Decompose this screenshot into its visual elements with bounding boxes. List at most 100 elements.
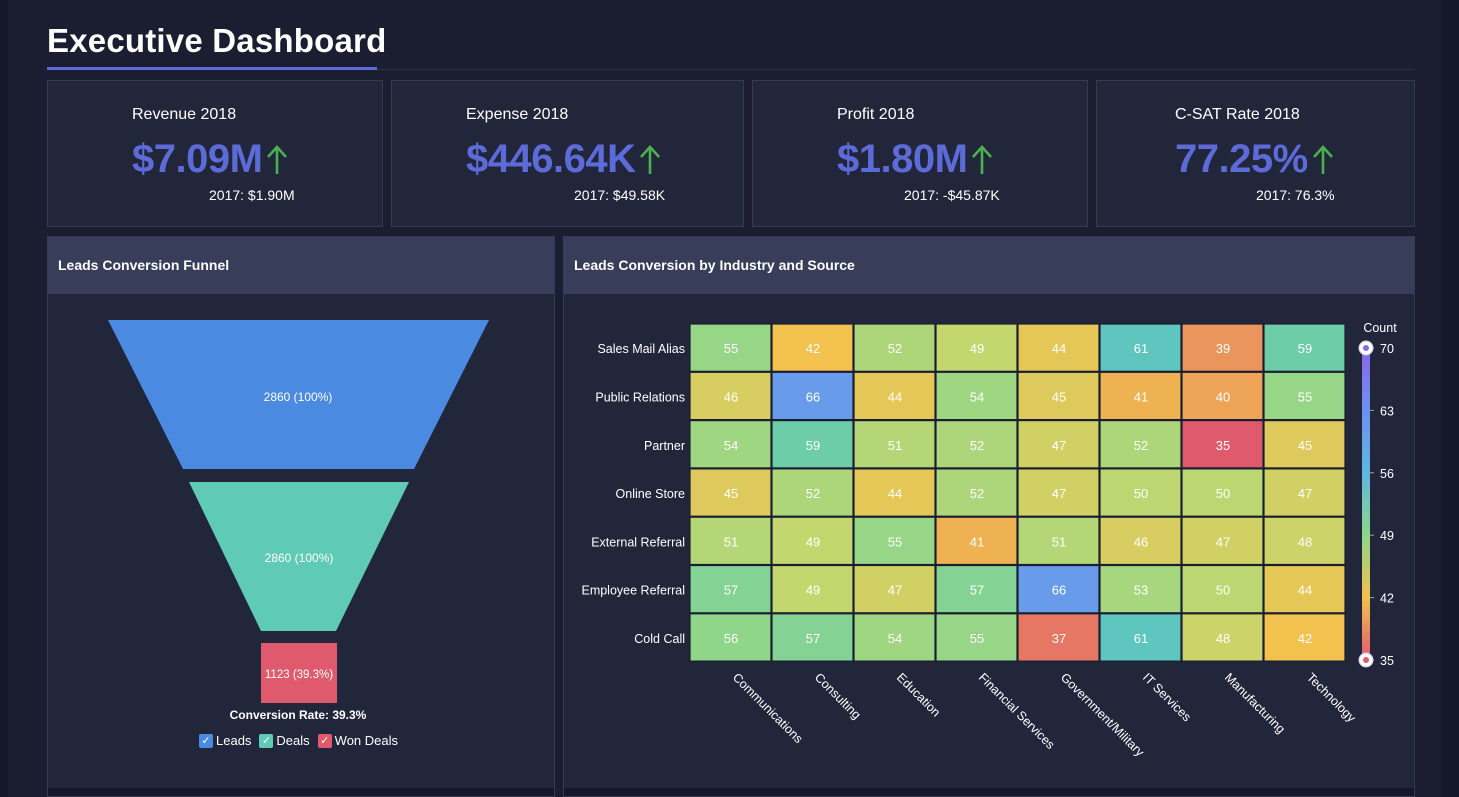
heatmap-cell-value: 56 [724, 631, 738, 646]
heatmap-cell[interactable] [1017, 516, 1100, 566]
heatmap-cell-value: 47 [1298, 486, 1312, 501]
heatmap-cell[interactable] [1181, 516, 1264, 566]
heatmap-cell-value: 47 [1052, 486, 1066, 501]
kpi-card-expense[interactable]: Expense 2018 $446.64K 2017: $49.58K [391, 80, 744, 227]
heatmap-cell[interactable] [1181, 564, 1264, 614]
heatmap-cell[interactable] [771, 564, 854, 614]
heatmap-cell[interactable] [689, 323, 772, 372]
heatmap-cell-value: 55 [888, 534, 902, 549]
heatmap-cell[interactable] [853, 371, 936, 421]
heatmap-cell[interactable] [1263, 613, 1346, 662]
heatmap-cell-value: 46 [724, 389, 738, 404]
heatmap-cell[interactable] [1017, 564, 1100, 614]
heatmap-cell[interactable] [935, 564, 1018, 614]
color-scale-tick-label: 63 [1380, 404, 1394, 418]
legend-item-deals[interactable]: ✓ Deals [259, 733, 310, 748]
heatmap-cell-value: 41 [1134, 389, 1148, 404]
kpi-label: Revenue 2018 [132, 106, 237, 123]
kpi-card-csat[interactable]: C-SAT Rate 2018 77.25% 2017: 76.3% [1096, 80, 1415, 227]
kpi-card-profit[interactable]: Profit 2018 $1.80M 2017: -$45.87K [752, 80, 1088, 227]
funnel-panel-title: Leads Conversion Funnel [48, 237, 554, 294]
funnel-label-won-deals: 1123 (39.3%) [265, 669, 333, 681]
heatmap-cell-value: 57 [806, 631, 820, 646]
y-tick-label: Online Store [616, 487, 686, 501]
heatmap-cell[interactable] [1017, 420, 1100, 469]
heatmap-cell[interactable] [1099, 564, 1182, 614]
kpi-card-revenue[interactable]: Revenue 2018 $7.09M 2017: $1.90M [47, 80, 383, 227]
heatmap-cell[interactable] [1099, 516, 1182, 566]
heatmap-cell[interactable] [1263, 371, 1346, 421]
heatmap-cell[interactable] [1017, 371, 1100, 421]
legend-item-won-deals[interactable]: ✓ Won Deals [317, 733, 398, 748]
kpi-value: $446.64K [466, 137, 636, 181]
heatmap-cell[interactable] [1099, 323, 1182, 372]
heatmap-cell[interactable] [935, 371, 1018, 421]
heatmap-cell[interactable] [771, 516, 854, 566]
heatmap-cell[interactable] [935, 420, 1018, 469]
heatmap-cell[interactable] [771, 468, 854, 517]
x-tick-label: Government/Military [1058, 670, 1148, 760]
heatmap-cell[interactable] [853, 564, 936, 614]
heatmap-cell[interactable] [935, 468, 1018, 517]
heatmap-cell[interactable] [689, 420, 772, 469]
heatmap-cell-value: 55 [1298, 389, 1312, 404]
funnel-stage-deals[interactable] [189, 482, 409, 631]
heatmap-cell[interactable] [853, 613, 936, 662]
legend-item-leads[interactable]: ✓ Leads [199, 733, 251, 748]
heatmap-cell[interactable] [771, 420, 854, 469]
heatmap-cell[interactable] [1099, 613, 1182, 662]
heatmap-cell[interactable] [935, 323, 1018, 372]
heatmap-cell-value: 45 [1052, 389, 1066, 404]
heatmap-cell[interactable] [771, 613, 854, 662]
heatmap-cell[interactable] [1017, 323, 1100, 372]
funnel-stage-won-deals[interactable] [261, 643, 337, 703]
title-underline [47, 67, 377, 70]
heatmap-cell[interactable] [1263, 323, 1346, 372]
heatmap-cell-value: 66 [1052, 583, 1066, 598]
heatmap-cell[interactable] [689, 468, 772, 517]
checkbox-checked-icon: ✓ [199, 733, 213, 748]
heatmap-cell-value: 52 [806, 486, 820, 501]
heatmap-cell[interactable] [771, 371, 854, 421]
heatmap-cell-value: 52 [1134, 438, 1148, 453]
heatmap-cell-value: 54 [888, 631, 902, 646]
heatmap-cell[interactable] [935, 613, 1018, 662]
heatmap-cell-value: 39 [1216, 341, 1230, 356]
heatmap-cell[interactable] [1181, 371, 1264, 421]
heatmap-cell[interactable] [689, 564, 772, 614]
heatmap-cell[interactable] [853, 516, 936, 566]
heatmap-cell-value: 59 [806, 438, 820, 453]
heatmap-cell[interactable] [853, 468, 936, 517]
heatmap-cell[interactable] [689, 371, 772, 421]
heatmap-cell[interactable] [1017, 468, 1100, 517]
color-scale-bar [1362, 348, 1370, 660]
heatmap-cell[interactable] [1181, 420, 1264, 469]
heatmap-cell[interactable] [689, 613, 772, 662]
y-tick-label: Sales Mail Alias [597, 342, 685, 356]
heatmap-cell[interactable] [1181, 468, 1264, 517]
heatmap-cell[interactable] [1263, 516, 1346, 566]
heatmap-cell-value: 52 [970, 486, 984, 501]
heatmap-cell[interactable] [1263, 564, 1346, 614]
heatmap-cell[interactable] [1181, 323, 1264, 372]
heatmap-cell[interactable] [1017, 613, 1100, 662]
heatmap-cell[interactable] [1099, 468, 1182, 517]
heatmap-cell[interactable] [771, 323, 854, 372]
kpi-value: 77.25% [1175, 137, 1308, 181]
heatmap-cell[interactable] [1099, 420, 1182, 469]
heatmap-cell[interactable] [689, 516, 772, 566]
heatmap-cell[interactable] [1263, 468, 1346, 517]
trend-up-arrow-icon [972, 144, 993, 174]
heatmap-cell[interactable] [853, 323, 936, 372]
heatmap-cell[interactable] [935, 516, 1018, 566]
heatmap-cell[interactable] [1263, 420, 1346, 469]
funnel-stage-leads[interactable] [108, 320, 489, 469]
heatmap-cell-value: 66 [806, 389, 820, 404]
y-tick-label: Partner [644, 439, 685, 453]
heatmap-cell[interactable] [853, 420, 936, 469]
x-tick-label: Education [894, 670, 943, 719]
heatmap-cell-value: 45 [1298, 438, 1312, 453]
heatmap-cell[interactable] [1181, 613, 1264, 662]
heatmap-cell-value: 44 [1052, 341, 1066, 356]
heatmap-cell[interactable] [1099, 371, 1182, 421]
